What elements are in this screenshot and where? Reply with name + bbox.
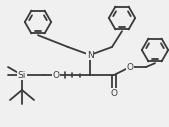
Text: O: O (127, 62, 134, 72)
Text: N: N (87, 51, 93, 60)
Text: O: O (111, 89, 117, 98)
Text: Si: Si (18, 70, 26, 80)
Text: O: O (53, 70, 59, 80)
